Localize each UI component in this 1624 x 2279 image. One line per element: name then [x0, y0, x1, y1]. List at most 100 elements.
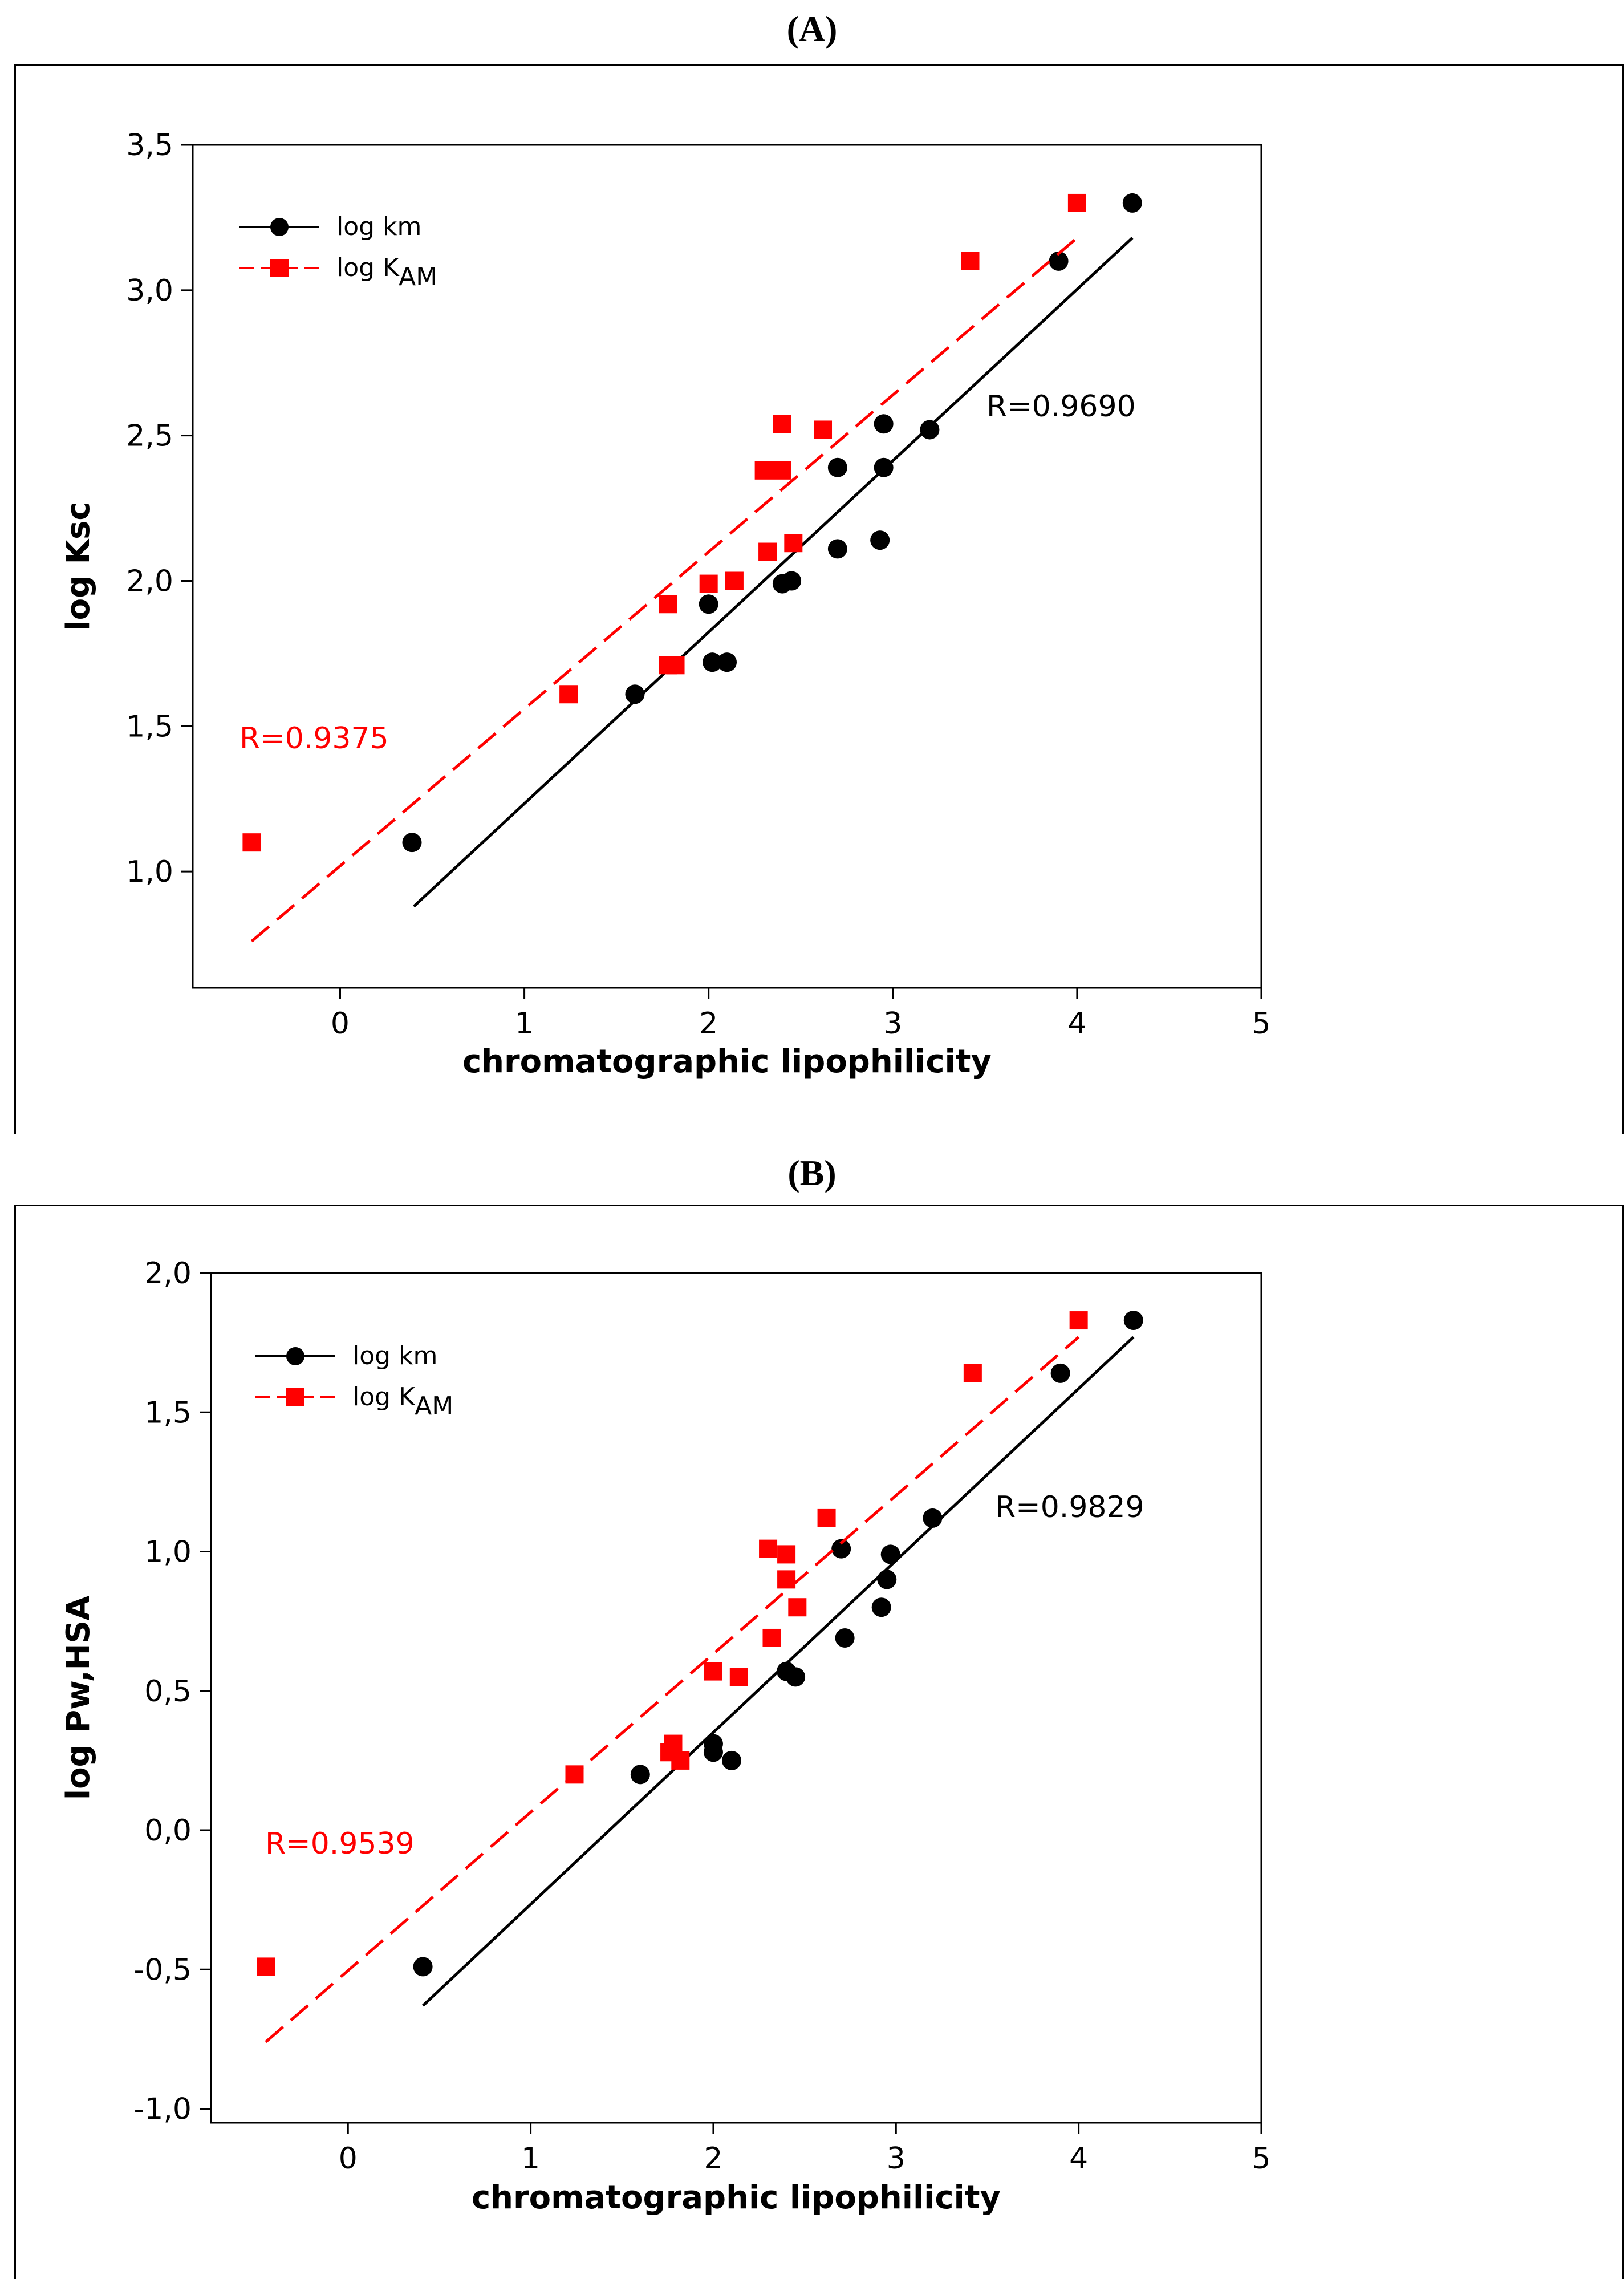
data-point-log-kam — [729, 1668, 748, 1686]
data-point-log-km — [1122, 193, 1142, 213]
x-tick-label: 2 — [699, 1007, 718, 1041]
y-tick-label: 1,0 — [126, 855, 173, 889]
legend-marker-log-km — [270, 218, 289, 236]
data-point-log-km — [703, 1742, 723, 1762]
data-point-log-km — [782, 571, 802, 591]
legend-marker-log-kam — [270, 259, 289, 277]
figure-frame-b — [14, 1205, 1624, 2279]
legend-label-log-kam: log KAM — [336, 253, 437, 291]
x-tick-label: 0 — [339, 2142, 358, 2176]
data-point-log-kam — [817, 1508, 836, 1527]
legend-label-subscript: AM — [399, 262, 437, 291]
data-point-log-kam — [788, 1598, 807, 1617]
data-point-log-kam — [784, 534, 803, 553]
data-point-log-kam — [659, 595, 677, 614]
data-point-log-kam — [664, 1734, 683, 1753]
data-point-log-km — [880, 1544, 900, 1564]
data-point-log-kam — [758, 542, 777, 561]
correlation-label: R=0.9690 — [986, 390, 1136, 424]
x-tick-label: 3 — [883, 1007, 902, 1041]
x-tick-label: 3 — [887, 2142, 906, 2176]
y-tick-label: 2,0 — [126, 564, 173, 598]
data-point-log-km — [1123, 1311, 1143, 1331]
legend-label-main: log K — [352, 1382, 416, 1412]
fit-line-log-km — [413, 237, 1134, 908]
data-point-log-kam — [777, 1570, 796, 1589]
data-point-log-kam — [754, 461, 773, 480]
data-point-log-km — [827, 539, 847, 559]
data-point-log-km — [721, 1750, 741, 1770]
data-point-log-kam — [762, 1628, 781, 1647]
data-point-log-km — [874, 457, 894, 477]
data-point-log-kam — [725, 571, 744, 590]
fit-line-log-kam — [250, 237, 1078, 943]
figure-frame-a — [14, 64, 1624, 1134]
data-point-log-km — [699, 594, 718, 614]
x-tick-label: 4 — [1067, 1007, 1086, 1041]
data-point-log-kam — [242, 833, 261, 852]
data-point-log-kam — [961, 252, 980, 270]
correlation-label: R=0.9829 — [995, 1490, 1144, 1524]
x-tick-label: 1 — [521, 2142, 540, 2176]
y-axis-title: log Pw,HSA — [60, 1595, 97, 1800]
legend-label-subscript: AM — [415, 1392, 453, 1421]
plot-area — [192, 144, 1262, 989]
y-tick-label: 1,5 — [144, 1396, 192, 1430]
data-point-log-kam — [814, 420, 833, 439]
data-point-log-kam — [699, 574, 718, 593]
legend-label-log-kam: log KAM — [352, 1382, 453, 1421]
data-point-log-km — [835, 1628, 855, 1648]
data-point-log-kam — [704, 1662, 722, 1681]
x-axis-title: chromatographic lipophilicity — [462, 1043, 992, 1080]
data-point-log-km — [625, 684, 645, 704]
x-tick-label: 5 — [1252, 1007, 1270, 1041]
x-tick-label: 0 — [331, 1007, 350, 1041]
data-point-log-km — [923, 1508, 943, 1528]
data-point-log-km — [871, 1597, 891, 1617]
data-point-log-km — [877, 1570, 897, 1589]
panel-label-b: (B) — [787, 1153, 837, 1193]
data-point-log-kam — [1067, 193, 1086, 212]
y-axis-title: log Ksc — [60, 501, 97, 631]
y-tick-label: 1,0 — [144, 1535, 192, 1570]
data-point-log-kam — [666, 656, 685, 675]
legend: log km log KAM — [239, 212, 437, 291]
x-tick-label: 5 — [1252, 2142, 1270, 2176]
y-tick-label: 2,5 — [126, 419, 173, 453]
fit-line-log-kam — [265, 1336, 1080, 2043]
legend-label-log-km: log km — [352, 1341, 437, 1370]
x-tick-label: 1 — [515, 1007, 534, 1041]
correlation-label: R=0.9375 — [239, 721, 389, 756]
data-point-log-km — [402, 833, 422, 853]
legend-label-main: log K — [336, 253, 400, 282]
data-point-log-kam — [773, 461, 791, 480]
legend-label-log-km: log km — [336, 212, 421, 241]
data-point-log-km — [831, 1539, 851, 1559]
data-point-log-km — [413, 1957, 433, 1977]
y-tick-label: 2,0 — [144, 1256, 192, 1291]
chart-b: 0 1 2 3 4 5 -1,0 -0,5 0,0 0,5 1,0 1,5 2,0 chromatogra… — [60, 1256, 1271, 2216]
data-point-log-kam — [777, 1545, 796, 1564]
data-point-log-km — [920, 420, 940, 440]
data-point-log-km — [703, 652, 722, 672]
data-point-log-kam — [1069, 1311, 1088, 1330]
y-tick-label: 3,0 — [126, 274, 173, 308]
data-point-log-km — [630, 1765, 650, 1785]
y-tick-label: -0,5 — [134, 1953, 192, 1987]
data-point-log-kam — [257, 1957, 275, 1976]
data-point-log-km — [870, 530, 890, 550]
data-point-log-kam — [963, 1364, 982, 1382]
legend: log km log KAM — [255, 1341, 453, 1421]
data-point-log-km — [874, 414, 894, 434]
x-axis-title: chromatographic lipophilicity — [472, 2179, 1001, 2216]
data-point-log-kam — [565, 1765, 584, 1784]
data-point-log-kam — [759, 1539, 778, 1558]
data-point-log-kam — [559, 685, 578, 704]
x-tick-label: 2 — [704, 2142, 722, 2176]
plot-area — [210, 1272, 1262, 2124]
y-tick-label: 0,5 — [144, 1674, 192, 1709]
y-tick-label: 3,5 — [126, 128, 173, 163]
data-point-log-km — [717, 652, 737, 672]
panel-label-a: (A) — [786, 9, 838, 49]
y-tick-label: -1,0 — [134, 2093, 192, 2127]
